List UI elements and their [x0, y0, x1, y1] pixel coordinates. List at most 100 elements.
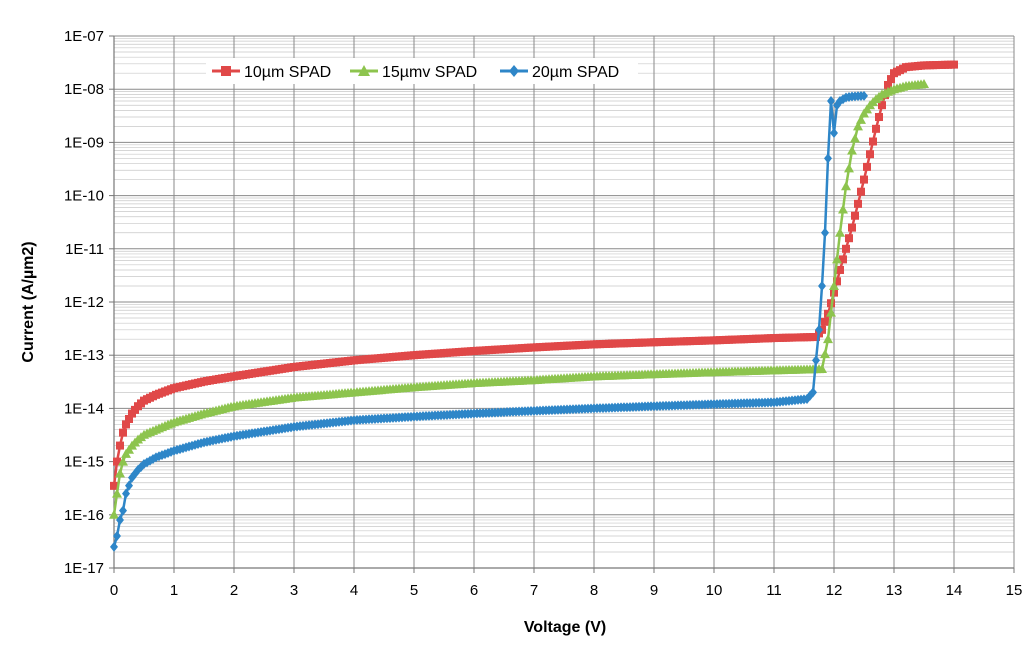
y-tick-label: 1E-14 — [64, 400, 104, 417]
data-point — [860, 175, 868, 184]
data-point — [854, 199, 862, 208]
x-tick-label: 8 — [590, 582, 598, 599]
x-tick-label: 13 — [886, 582, 903, 599]
data-point — [809, 387, 817, 398]
data-point — [950, 60, 958, 69]
data-point — [817, 364, 827, 374]
data-point — [820, 349, 830, 359]
legend-marker — [358, 65, 370, 76]
x-tick-label: 10 — [706, 582, 723, 599]
data-point — [863, 162, 871, 171]
data-point — [842, 244, 850, 253]
data-point — [113, 457, 121, 466]
data-point — [113, 530, 121, 541]
y-tick-label: 1E-09 — [64, 134, 104, 151]
y-tick-label: 1E-17 — [64, 560, 104, 577]
data-point — [829, 280, 839, 290]
legend-marker — [221, 66, 231, 76]
data-point — [125, 480, 133, 491]
data-point — [878, 101, 886, 110]
y-tick-label: 1E-12 — [64, 294, 104, 311]
data-point — [823, 334, 833, 344]
data-point — [115, 468, 125, 478]
series-2 — [109, 79, 929, 519]
y-axis-ticks: 1E-17 1E-16 1E-15 1E-14 1E-13 1E-12 1E-11 1E-10… — [64, 28, 114, 577]
series-line — [112, 82, 925, 515]
data-point — [836, 265, 844, 274]
data-point — [109, 509, 119, 519]
data-point — [884, 80, 892, 89]
data-point — [824, 153, 832, 164]
y-tick-label: 1E-15 — [64, 454, 104, 471]
data-point — [821, 317, 829, 326]
x-tick-label: 4 — [350, 582, 358, 599]
x-tick-label: 11 — [766, 582, 782, 599]
data-point — [844, 163, 854, 173]
data-point — [860, 90, 868, 101]
data-point — [887, 75, 895, 84]
data-point — [833, 277, 841, 286]
data-point — [827, 96, 835, 107]
data-point — [119, 505, 127, 516]
data-point — [841, 181, 851, 191]
x-tick-label: 15 — [1006, 582, 1023, 599]
y-tick-label: 1E-07 — [64, 28, 104, 45]
y-axis-title: Current (A/µm2) — [20, 241, 37, 362]
data-point — [815, 324, 823, 335]
data-point — [122, 420, 130, 429]
y-tick-label: 1E-08 — [64, 81, 104, 98]
data-point — [847, 145, 857, 155]
y-tick-label: 1E-11 — [65, 241, 104, 258]
x-tick-label: 0 — [110, 582, 118, 599]
data-point — [872, 124, 880, 133]
data-point — [125, 414, 133, 423]
data-point — [119, 428, 127, 437]
data-point — [122, 488, 130, 499]
data-point — [832, 254, 842, 264]
x-tick-label: 1 — [170, 582, 178, 599]
legend-marker — [509, 65, 519, 77]
data-point — [857, 187, 865, 196]
data-point — [826, 307, 836, 317]
legend-label: 10µm SPAD — [244, 64, 331, 81]
y-tick-label: 1E-16 — [64, 507, 104, 524]
data-point — [845, 234, 853, 243]
data-point — [110, 541, 118, 552]
x-tick-label: 5 — [410, 582, 418, 599]
x-tick-label: 7 — [530, 582, 538, 599]
x-axis-title: Voltage (V) — [524, 619, 606, 636]
x-tick-label: 6 — [470, 582, 478, 599]
data-point — [818, 280, 826, 291]
x-tick-label: 12 — [826, 582, 843, 599]
data-point — [812, 355, 820, 366]
data-point — [116, 441, 124, 450]
data-point — [110, 481, 118, 490]
data-point — [838, 204, 848, 214]
data-point — [830, 128, 838, 139]
x-tick-label: 2 — [230, 582, 238, 599]
data-point — [875, 113, 883, 122]
data-point — [851, 211, 859, 220]
data-point — [118, 456, 128, 466]
data-point — [112, 488, 122, 498]
x-axis-ticks: 0 1 2 3 4 5 6 7 8 9 10 11 12 13 14 15 — [110, 568, 1023, 599]
legend: 10µm SPAD 15µmv SPAD 20µm SPAD — [206, 58, 638, 84]
data-point — [866, 150, 874, 159]
legend-label: 20µm SPAD — [532, 64, 619, 81]
legend-label: 15µmv SPAD — [382, 64, 477, 81]
series-3 — [110, 90, 868, 552]
data-point — [848, 223, 856, 232]
series-1 — [110, 60, 958, 490]
legend-box — [206, 58, 638, 84]
x-tick-label: 14 — [946, 582, 963, 599]
data-point — [856, 114, 866, 124]
series-layer — [109, 60, 958, 552]
x-tick-label: 9 — [650, 582, 658, 599]
y-tick-label: 1E-13 — [64, 347, 104, 364]
data-point — [839, 255, 847, 264]
data-point — [821, 227, 829, 238]
data-point — [850, 133, 860, 143]
data-point — [116, 514, 124, 525]
data-point — [919, 79, 929, 89]
